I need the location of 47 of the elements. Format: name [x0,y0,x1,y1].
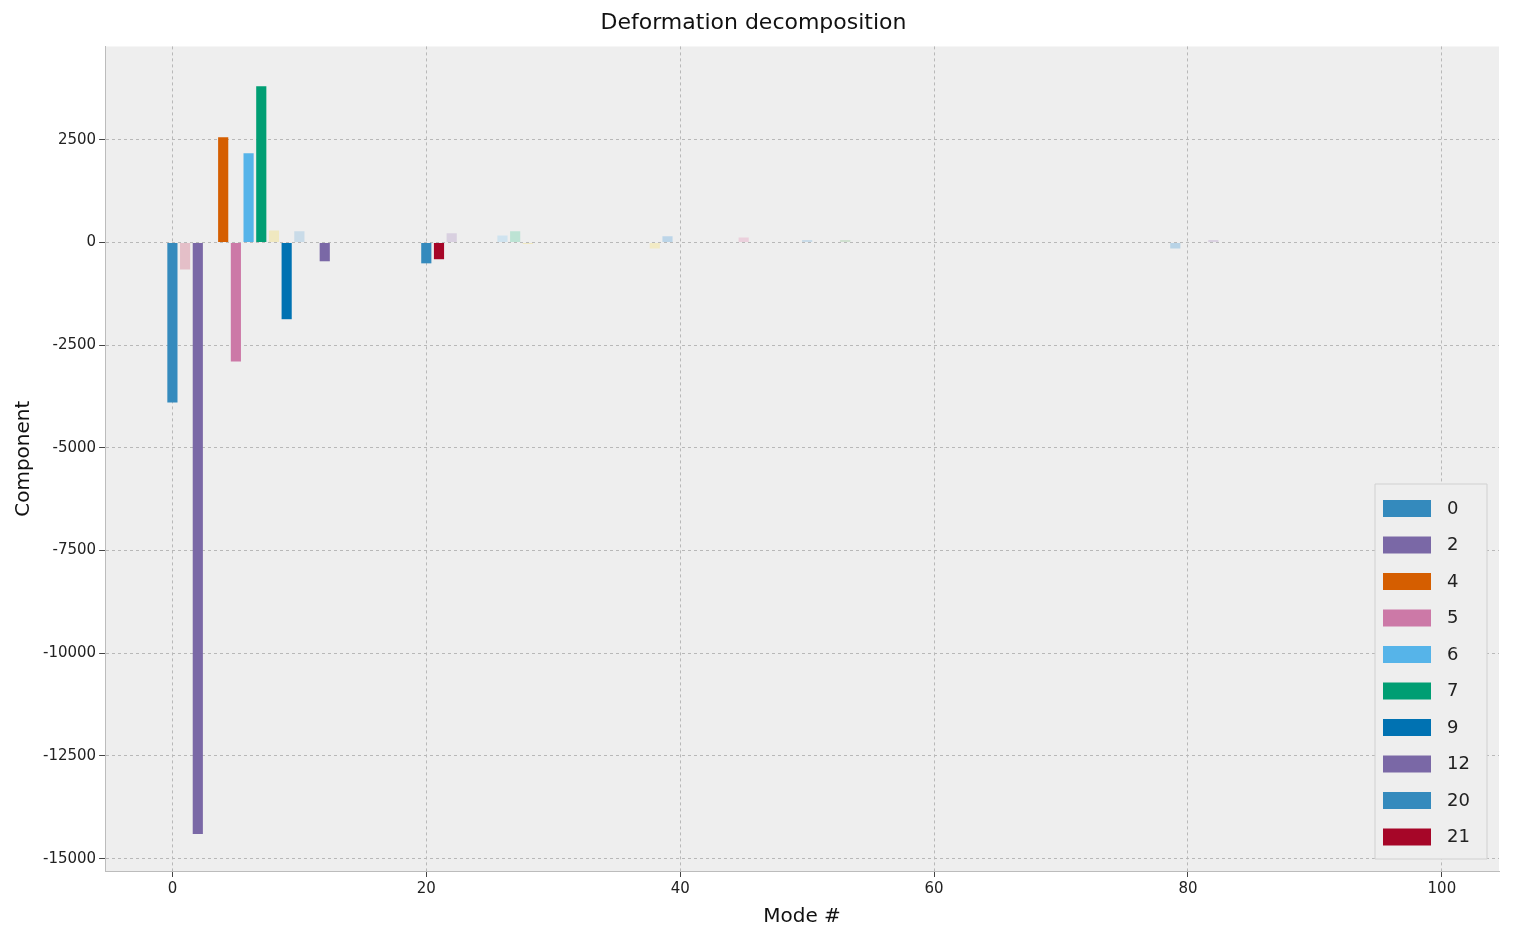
y-tick-label: 0 [86,232,97,251]
legend-label: 7 [1447,679,1459,701]
legend-label: 4 [1447,569,1459,591]
x-tick-label: 80 [1178,878,1198,897]
bar [446,233,457,242]
bar [662,236,673,242]
bar [738,237,749,242]
legend-label: 0 [1447,496,1459,518]
chart-title: Deformation decomposition [600,8,907,34]
bar [180,242,191,270]
y-tick-label: -12500 [42,745,97,764]
legend-label: 20 [1447,788,1470,810]
y-axis-title: Component [10,400,35,517]
x-axis-title: Mode # [763,903,841,928]
bar [256,86,267,242]
legend-label: 12 [1447,752,1470,774]
bar [218,137,229,242]
x-tick-label: 20 [416,878,436,897]
y-tick-label: -5000 [52,437,97,456]
bar [510,231,521,242]
legend-label: 9 [1447,715,1459,737]
bar [192,242,203,835]
bar [319,242,330,262]
bar [421,242,432,264]
bar [294,231,305,242]
x-tick-label: 0 [167,878,178,897]
bar [243,153,254,242]
bar [167,242,178,403]
legend-label: 2 [1447,533,1459,555]
bar [433,242,445,260]
bar [230,242,241,362]
y-tick-label: -2500 [52,334,97,353]
bar [497,235,508,242]
y-tick-label: -15000 [42,848,97,867]
legend-label: 6 [1447,642,1459,664]
x-tick-label: 40 [670,878,690,897]
legend-label: 21 [1447,825,1470,847]
legend-label: 5 [1447,606,1459,628]
x-tick-label: 60 [924,878,944,897]
y-tick-label: -7500 [52,540,97,559]
bar [268,230,280,242]
x-tick-label: 100 [1427,878,1457,897]
y-tick-label: 2500 [57,129,97,148]
bar [1170,242,1181,249]
y-tick-label: -10000 [42,643,97,662]
bar [281,242,292,320]
bar [649,242,660,249]
